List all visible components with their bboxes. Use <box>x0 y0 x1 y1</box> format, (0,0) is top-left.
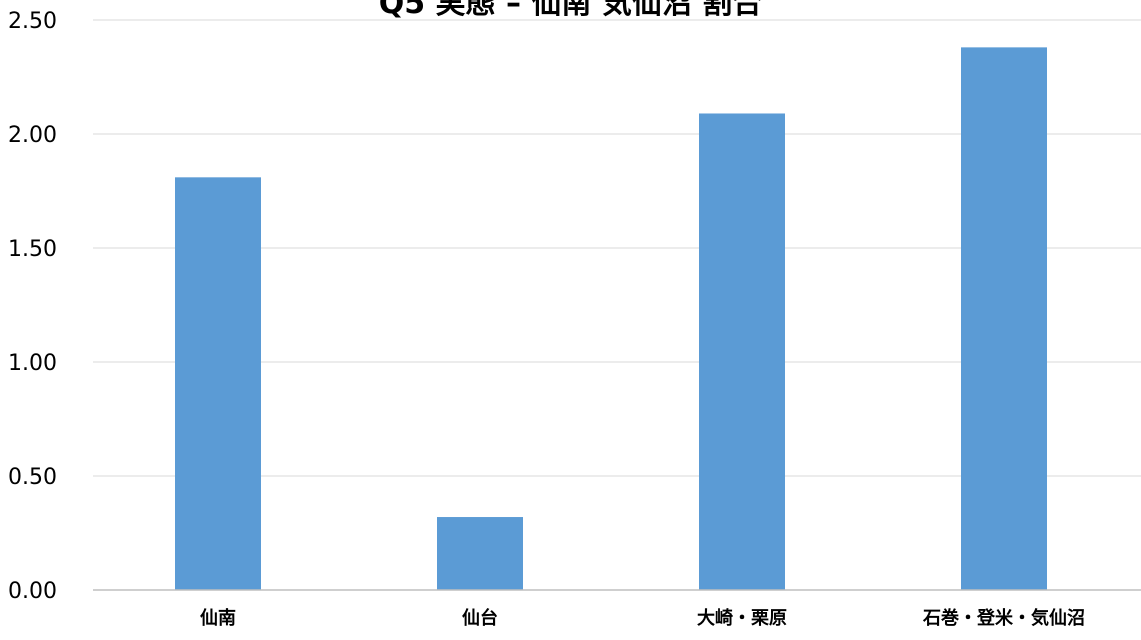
x-tick-label: 大崎・栗原 <box>697 607 787 629</box>
y-tick-label: 1.00 <box>8 351 57 376</box>
chart-title: Q5 実態 – 仙南 気仙沼 割合 <box>378 0 763 21</box>
y-tick-label: 0.00 <box>8 579 57 604</box>
x-tick-labels: 仙南 仙台 大崎・栗原 石巻・登米・気仙沼 <box>200 607 1085 629</box>
bar-2 <box>699 113 785 590</box>
y-tick-label: 1.50 <box>8 237 57 262</box>
x-tick-label: 仙台 <box>462 607 498 629</box>
bar-3 <box>961 47 1047 591</box>
bar-1 <box>437 517 523 590</box>
y-tick-label: 2.50 <box>8 9 57 34</box>
y-tick-label: 2.00 <box>8 123 57 148</box>
y-tick-labels: 0.00 0.50 1.00 1.50 2.00 2.50 <box>8 9 57 604</box>
x-tick-label: 仙南 <box>200 607 236 629</box>
y-tick-label: 0.50 <box>8 465 57 490</box>
x-tick-label: 石巻・登米・気仙沼 <box>922 607 1085 629</box>
bar-0 <box>175 177 261 590</box>
bars <box>175 47 1047 591</box>
